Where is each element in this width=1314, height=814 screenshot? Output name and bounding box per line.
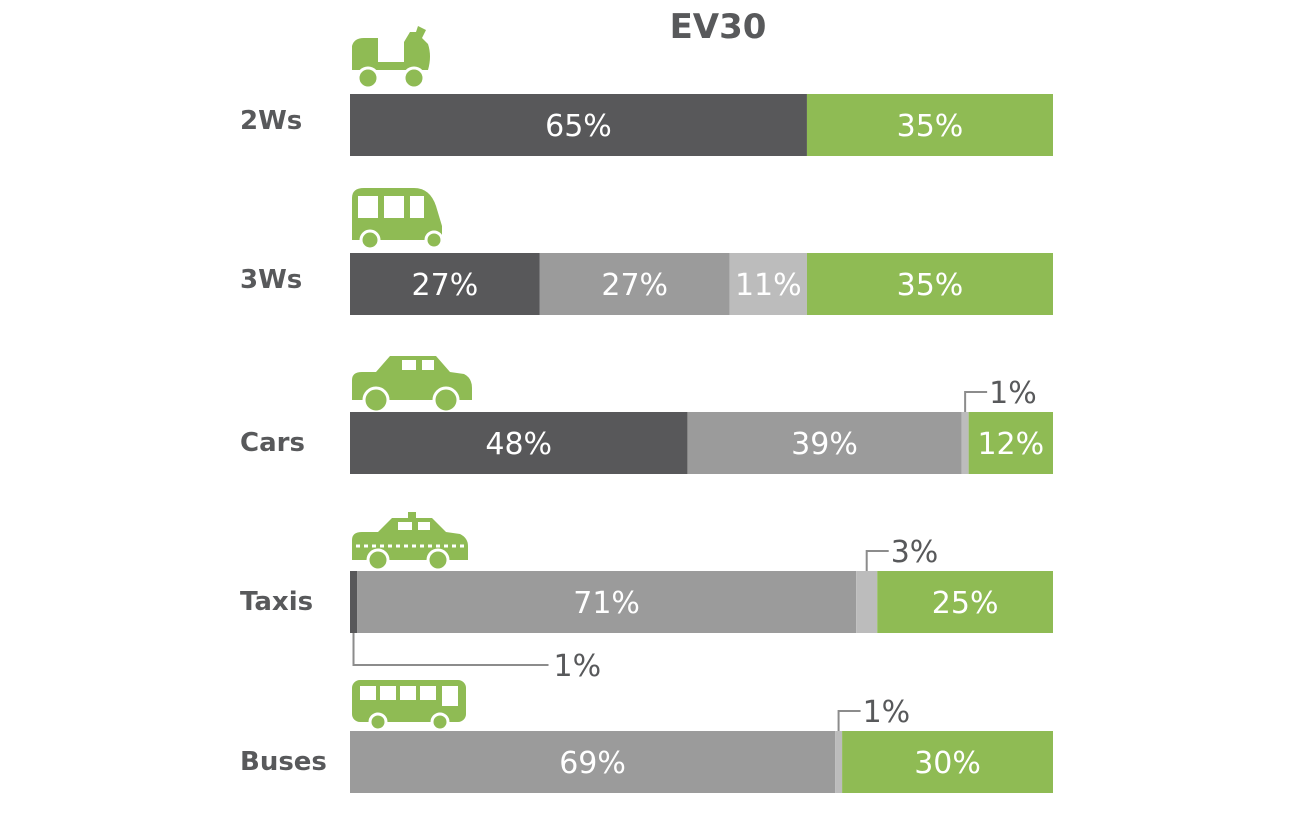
bar-cars-segment-1 bbox=[350, 412, 688, 474]
bar-3ws-segment-4 bbox=[806, 253, 1053, 315]
data-label-cars-segment-3: 1% bbox=[989, 376, 1037, 411]
bar-cars-segment-4 bbox=[968, 412, 1053, 474]
data-label-3ws-segment-1: 27% bbox=[412, 268, 479, 303]
bar-taxis-segment-2 bbox=[357, 571, 857, 633]
data-label-2ws-segment-4: 35% bbox=[897, 109, 964, 144]
bar-3ws-segment-2 bbox=[539, 253, 730, 315]
bar-taxis-segment-4 bbox=[877, 571, 1053, 633]
bar-3ws-segment-1 bbox=[350, 253, 540, 315]
category-label-taxis: Taxis bbox=[240, 587, 313, 617]
category-label-2ws: 2Ws bbox=[240, 106, 302, 136]
car-icon bbox=[352, 356, 472, 414]
bar-taxis-segment-3 bbox=[856, 571, 878, 633]
bar-buses-segment-3 bbox=[835, 731, 843, 793]
bars-group: 65% 35% 27% 27% 11% 35% 48% 39% 12% 71% 25% 69% 30% bbox=[350, 94, 1053, 793]
leader-line-buses-segment-3 bbox=[837, 710, 861, 731]
bar-buses-segment-4 bbox=[842, 731, 1053, 793]
leader-line-taxis-segment-3 bbox=[865, 550, 889, 571]
bar-buses-segment-2 bbox=[350, 731, 836, 793]
data-label-buses-segment-2: 69% bbox=[559, 746, 626, 781]
bar-taxis-segment-1 bbox=[350, 571, 358, 633]
leader-line-cars-segment-3 bbox=[964, 391, 988, 412]
data-label-taxis-segment-4: 25% bbox=[932, 586, 999, 621]
bus-icon bbox=[352, 680, 466, 732]
data-label-cars-segment-1: 48% bbox=[485, 427, 552, 462]
data-label-cars-segment-2: 39% bbox=[791, 427, 858, 462]
leader-lines-group: 1% 1% 3% 1% bbox=[352, 376, 1037, 731]
data-label-2ws-segment-1: 65% bbox=[545, 109, 612, 144]
scooter-icon bbox=[352, 26, 430, 90]
chart-title: EV30 bbox=[670, 7, 767, 47]
bar-cars-segment-3 bbox=[961, 412, 969, 474]
data-label-taxis-segment-3: 3% bbox=[891, 535, 939, 570]
data-label-cars-segment-4: 12% bbox=[977, 427, 1044, 462]
category-label-3ws: 3Ws bbox=[240, 265, 302, 295]
taxi-icon bbox=[352, 512, 468, 572]
bar-cars-segment-2 bbox=[687, 412, 962, 474]
data-label-3ws-segment-4: 35% bbox=[897, 268, 964, 303]
data-label-3ws-segment-2: 27% bbox=[601, 268, 668, 303]
bar-2ws-segment-1 bbox=[350, 94, 807, 156]
leader-line-taxis-segment-1 bbox=[352, 633, 549, 666]
bar-3ws-segment-3 bbox=[729, 253, 807, 315]
data-label-taxis-segment-2: 71% bbox=[573, 586, 640, 621]
data-label-taxis-segment-1: 1% bbox=[554, 649, 602, 684]
bar-2ws-segment-4 bbox=[806, 94, 1053, 156]
category-label-buses: Buses bbox=[240, 747, 327, 777]
category-label-cars: Cars bbox=[240, 428, 305, 458]
auto-rickshaw-icon bbox=[352, 188, 444, 251]
data-label-buses-segment-4: 30% bbox=[914, 746, 981, 781]
data-label-buses-segment-3: 1% bbox=[863, 695, 911, 730]
data-label-3ws-segment-3: 11% bbox=[735, 268, 802, 303]
